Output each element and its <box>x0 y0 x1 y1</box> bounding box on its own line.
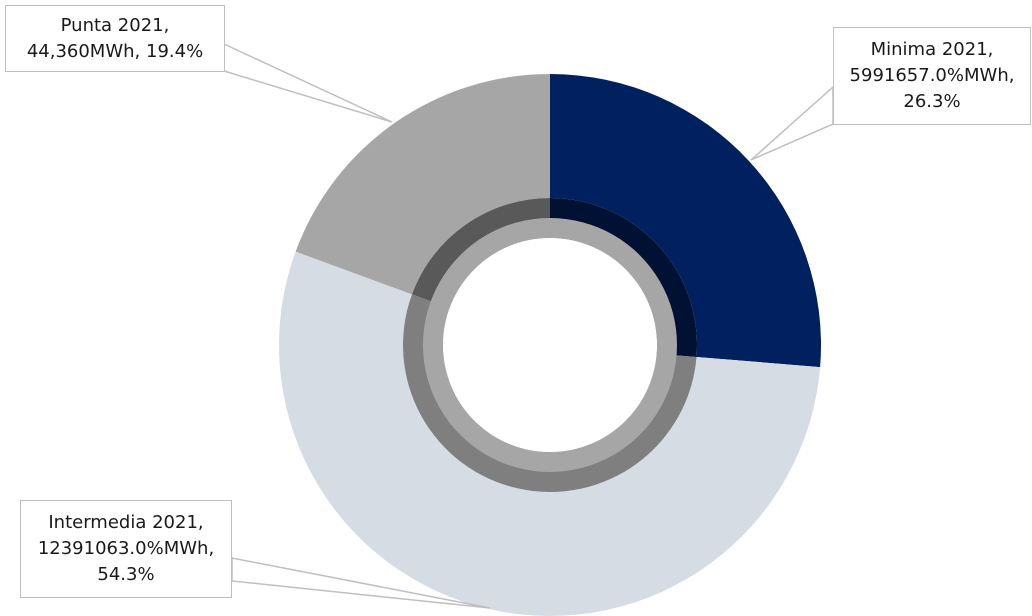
inner-ring <box>402 198 697 493</box>
data-label-minima-percent: 26.3% <box>903 91 961 112</box>
data-label-minima-name: Minima 2021, <box>870 39 994 60</box>
data-label-intermedia-value: 12391063.0%MWh, <box>37 538 215 559</box>
slice-punta-2021 <box>295 74 550 295</box>
donut-hole <box>443 238 657 452</box>
data-label-intermedia: Intermedia 2021, 12391063.0%MWh, 54.3% <box>20 500 232 598</box>
outer-ring <box>279 74 822 616</box>
data-label-minima-value: 5991657.0%MWh, <box>849 65 1015 86</box>
data-label-intermedia-name: Intermedia 2021, <box>48 512 204 533</box>
data-label-intermedia-percent: 54.3% <box>97 564 155 585</box>
callout-line-minima <box>750 85 834 161</box>
data-label-punta-name: Punta 2021, <box>60 14 170 36</box>
slice-intermedia-2021 <box>279 251 821 616</box>
callout-line-punta <box>223 42 393 123</box>
data-label-minima: Minima 2021, 5991657.0%MWh, 26.3% <box>833 27 1031 125</box>
data-label-punta-value: 44,360MWh, 19.4% <box>26 40 204 62</box>
data-label-punta: Punta 2021, 44,360MWh, 19.4% <box>5 5 225 72</box>
slice-minima-2021 <box>550 74 822 368</box>
callout-line-intermedia <box>231 557 491 609</box>
